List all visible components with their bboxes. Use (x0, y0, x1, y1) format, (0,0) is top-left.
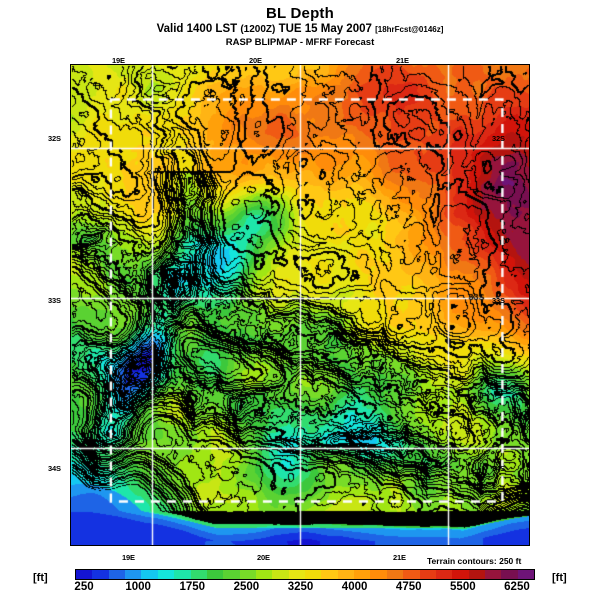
page-title: BL Depth (266, 5, 334, 22)
colorbar-tick-label: 4750 (395, 581, 422, 593)
colorbar-swatch (452, 570, 469, 579)
lat-label-right-32s: 32S (492, 134, 505, 143)
map-plot-area[interactable] (70, 64, 530, 546)
lat-label-left-33s: 33S (48, 296, 61, 305)
colorbar-swatch (125, 570, 142, 579)
valid-time-subtitle: Valid 1400 LST (1200Z) TUE 15 May 2007 [… (0, 22, 600, 37)
colorbar-tick-label: 1750 (179, 581, 206, 593)
colorbar-swatch (76, 570, 93, 579)
colorbar-swatch (468, 570, 485, 579)
colorbar-swatch (386, 570, 404, 579)
valid-time-utc: (1200Z) (240, 24, 276, 35)
lon-label-top-19e: 19E (112, 56, 125, 65)
colorbar-unit-right: [ft] (552, 572, 567, 584)
colorbar-swatch (305, 570, 322, 579)
colorbar-swatch (108, 570, 126, 579)
colorbar-unit-left: [ft] (33, 572, 48, 584)
colorbar-swatch (484, 570, 502, 579)
colorbar-tick-label: 5500 (450, 581, 476, 593)
bl-depth-heatmap-canvas[interactable] (71, 65, 529, 545)
colorbar-swatch (223, 570, 240, 579)
colorbar-swatch (190, 570, 207, 579)
colorbar-swatch (370, 570, 387, 579)
colorbar-swatch (435, 570, 453, 579)
title-block: BL Depth Valid 1400 LST (1200Z) TUE 15 M… (0, 6, 600, 49)
colorbar-swatch (272, 570, 289, 579)
colorbar-tick-label: 4000 (341, 581, 368, 593)
colorbar-swatch (174, 570, 191, 579)
lat-label-left-32s: 32S (48, 134, 61, 143)
colorbar-swatch (517, 570, 535, 579)
colorbar-tick-label: 250 (74, 581, 94, 593)
lon-label-top-21e: 21E (396, 56, 409, 65)
colorbar-swatch (288, 570, 306, 579)
valid-time-local: Valid 1400 LST (156, 23, 238, 35)
lon-label-bottom-19e: 19E (122, 553, 135, 562)
model-source-line: RASP BLIPMAP - MFRF Forecast (225, 37, 375, 48)
colorbar-tick-labels: 250 1000 1750 2500 3250 4000 4750 5500 6250 (74, 581, 535, 597)
valid-date: TUE 15 May 2007 (278, 23, 372, 35)
lat-label-right-33s: 33S (492, 296, 505, 305)
colorbar-swatch (92, 570, 109, 579)
lon-label-bottom-20e: 20E (257, 553, 270, 562)
colorbar-swatch (141, 570, 158, 579)
colorbar-swatch (501, 570, 518, 579)
lat-label-right-34s: 34S (492, 464, 505, 473)
colorbar-swatch (157, 570, 175, 579)
terrain-contour-note: Terrain contours: 250 ft (427, 556, 522, 566)
colorbar-swatch (354, 570, 371, 579)
lon-label-top-20e: 20E (249, 56, 262, 65)
lon-label-bottom-21e: 21E (393, 553, 406, 562)
colorbar-swatch (321, 570, 338, 579)
forecast-hour-tag: [18hrFcst@0146z] (375, 25, 444, 34)
colorbar-legend: Terrain contours: 250 ft [ft] [ft] 250 10… (0, 555, 600, 600)
colorbar-tick-label: 2500 (233, 581, 260, 593)
colorbar-color-strip[interactable] (75, 569, 535, 580)
colorbar-tick-label: 1000 (125, 581, 151, 593)
colorbar-tick-label: 3250 (287, 581, 314, 593)
colorbar-swatch (403, 570, 420, 579)
colorbar-swatch (255, 570, 273, 579)
colorbar-swatch (419, 570, 436, 579)
colorbar-swatch (239, 570, 256, 579)
lat-label-left-34s: 34S (48, 464, 61, 473)
colorbar-swatch (337, 570, 355, 579)
colorbar-tick-label: 6250 (504, 581, 530, 593)
colorbar-swatch (206, 570, 224, 579)
